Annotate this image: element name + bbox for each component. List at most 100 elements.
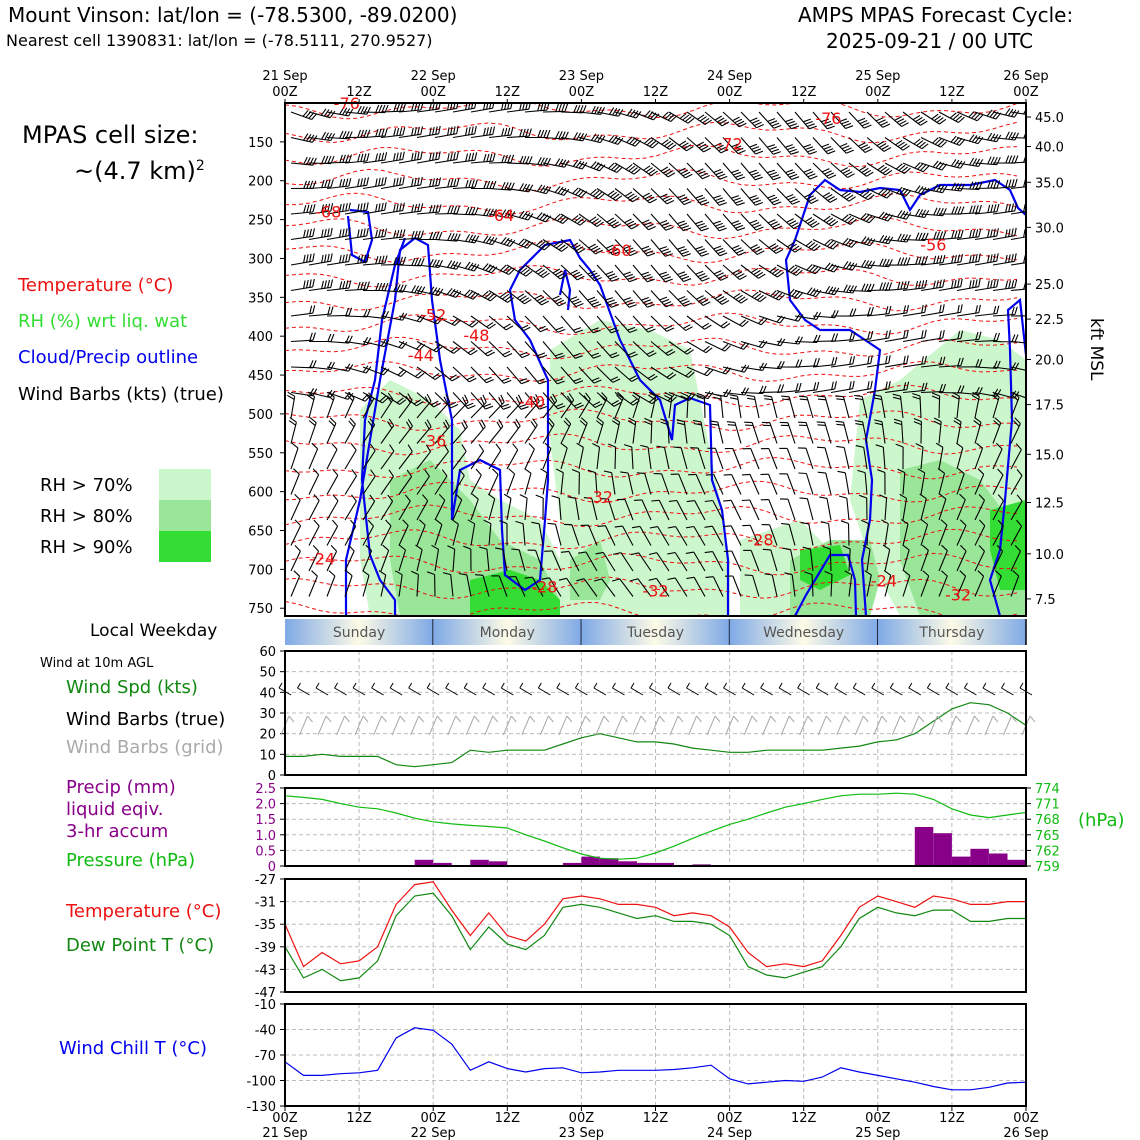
precip-bar [933, 833, 952, 866]
wind-barb [722, 137, 746, 155]
wind-barb [560, 442, 568, 470]
wind-barb-grid [484, 715, 499, 736]
wind-barb [452, 152, 478, 164]
temperature-label: -28 [747, 530, 773, 549]
wind-barb [668, 239, 691, 257]
wind-barb-10m [352, 682, 366, 696]
wind-barb [895, 443, 904, 470]
wind-barb [938, 304, 963, 317]
wind-barb [398, 314, 426, 323]
wind-barb [326, 468, 339, 495]
wind-barb [416, 366, 442, 381]
wind-barb [673, 446, 688, 470]
wind-barb [1010, 570, 1020, 597]
wind-barb [290, 278, 315, 292]
wind-barb [431, 544, 440, 572]
wind-barb [434, 494, 446, 521]
wind-barb [583, 497, 598, 521]
wind-barb [524, 366, 547, 385]
wind-barb [578, 290, 602, 308]
wind-barb [290, 493, 301, 521]
wind-barb [724, 447, 742, 470]
wind-barb [451, 519, 459, 546]
wind-barb [542, 341, 565, 359]
wind-barb [667, 526, 688, 546]
wind-barb [308, 442, 319, 470]
wind-barb [597, 525, 616, 546]
wind-barb [470, 444, 485, 470]
wind-barb [470, 341, 495, 357]
weekday-label: Sunday [333, 625, 385, 641]
wind-barb [308, 570, 318, 597]
wind-barb [560, 213, 587, 226]
wind-barb [650, 315, 675, 332]
wind-barb [416, 259, 443, 268]
weekday-fill [285, 619, 434, 645]
wind-barb [1010, 203, 1026, 215]
wind-barb [956, 304, 981, 317]
wind-barb [919, 493, 927, 521]
wind-barb [544, 550, 562, 572]
wind-barb [344, 153, 370, 164]
dewpoint-label: Dew Point T (°C) [66, 935, 215, 956]
wind-barb [560, 392, 584, 409]
wind-barb [308, 108, 336, 119]
wind-barb [326, 280, 352, 292]
wind-barb [362, 152, 388, 164]
wind-barb [506, 443, 519, 470]
cloud-outline [346, 208, 374, 264]
wind-barb [535, 494, 544, 521]
wind-barb [632, 341, 657, 357]
wind-barb [434, 341, 461, 354]
wind-barb [503, 493, 512, 521]
wind-barb [741, 473, 760, 495]
wind-barb [938, 519, 948, 546]
precip-label-2: liquid eqiv. [66, 799, 164, 820]
temperature-contour [285, 552, 1018, 576]
wind-barb [648, 577, 670, 597]
wind-barb-grid [1003, 715, 1017, 736]
temperature-label: -24 [871, 571, 897, 590]
wind-barb [668, 111, 695, 124]
wind-barb [595, 417, 604, 444]
wind-barb [938, 229, 964, 241]
top-hour-label: 00Z [272, 85, 298, 100]
wind-barb [611, 417, 621, 444]
weekday-fill [433, 619, 582, 645]
wind-barb [794, 239, 821, 252]
wind-barb [650, 366, 677, 380]
wind-barb [704, 111, 730, 127]
wind-barb-10m [778, 682, 792, 696]
wind-barb [742, 524, 760, 546]
wind-barb [470, 153, 496, 164]
wind-barb [800, 522, 814, 546]
wind-barb [623, 444, 634, 470]
wind-barb [614, 162, 641, 175]
y-tick-label: -35 [255, 918, 276, 933]
wind-barb [859, 494, 868, 521]
wind-barb [992, 178, 1018, 190]
pressure-tick-label: 500 [248, 408, 273, 423]
wind-barb [763, 395, 778, 419]
wind-barb [649, 526, 670, 546]
wind-barb-grid [632, 715, 647, 736]
panel-frame [284, 650, 1027, 776]
wind-barb-10m [982, 682, 996, 696]
wind-barb [668, 213, 692, 232]
wind-barb [816, 421, 832, 444]
kft-tick-label: 22.5 [1035, 313, 1064, 328]
wind-barb [860, 519, 869, 546]
wind-barb [488, 468, 499, 495]
wind-barb [578, 315, 601, 334]
wind-barb [434, 151, 459, 164]
wind-barb [632, 188, 657, 204]
temperature-contour [285, 312, 1018, 336]
wind-barb [723, 474, 742, 495]
wind-barb [416, 392, 441, 408]
wind-barb [956, 519, 967, 546]
wind-barb [531, 521, 544, 546]
wind-barb [956, 134, 984, 145]
wind-barb [992, 468, 1004, 495]
wind-barb [306, 391, 316, 419]
wind-barb-10m [704, 682, 718, 696]
